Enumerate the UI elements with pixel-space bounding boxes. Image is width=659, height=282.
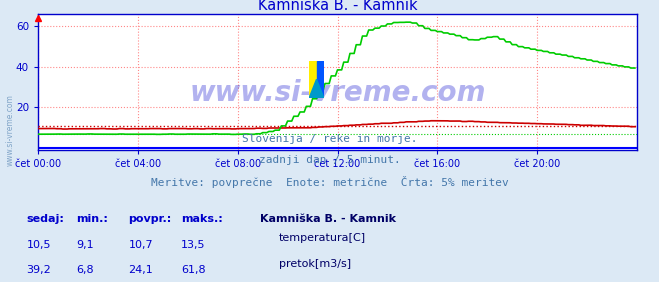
Text: maks.:: maks.: — [181, 214, 223, 224]
Text: povpr.:: povpr.: — [129, 214, 172, 224]
Text: 6,8: 6,8 — [76, 265, 94, 275]
Polygon shape — [316, 61, 324, 98]
Text: www.si-vreme.com: www.si-vreme.com — [5, 94, 14, 166]
Text: 24,1: 24,1 — [129, 265, 154, 275]
Text: temperatura[C]: temperatura[C] — [279, 233, 366, 243]
Text: Meritve: povprečne  Enote: metrične  Črta: 5% meritev: Meritve: povprečne Enote: metrične Črta:… — [151, 176, 508, 188]
Text: 13,5: 13,5 — [181, 240, 206, 250]
Text: Slovenija / reke in morje.: Slovenija / reke in morje. — [242, 134, 417, 144]
Text: www.si-vreme.com: www.si-vreme.com — [189, 79, 486, 107]
Polygon shape — [309, 61, 324, 98]
Text: 39,2: 39,2 — [26, 265, 51, 275]
Text: sedaj:: sedaj: — [26, 214, 64, 224]
Text: min.:: min.: — [76, 214, 107, 224]
Text: Kamniška B. - Kamnik: Kamniška B. - Kamnik — [260, 214, 396, 224]
Text: 61,8: 61,8 — [181, 265, 206, 275]
Polygon shape — [309, 79, 324, 98]
Text: 10,7: 10,7 — [129, 240, 153, 250]
Text: zadnji dan / 5 minut.: zadnji dan / 5 minut. — [258, 155, 401, 165]
Text: 9,1: 9,1 — [76, 240, 94, 250]
Text: pretok[m3/s]: pretok[m3/s] — [279, 259, 351, 269]
Title: Kamniška B. - Kamnik: Kamniška B. - Kamnik — [258, 0, 417, 13]
Text: 10,5: 10,5 — [26, 240, 51, 250]
